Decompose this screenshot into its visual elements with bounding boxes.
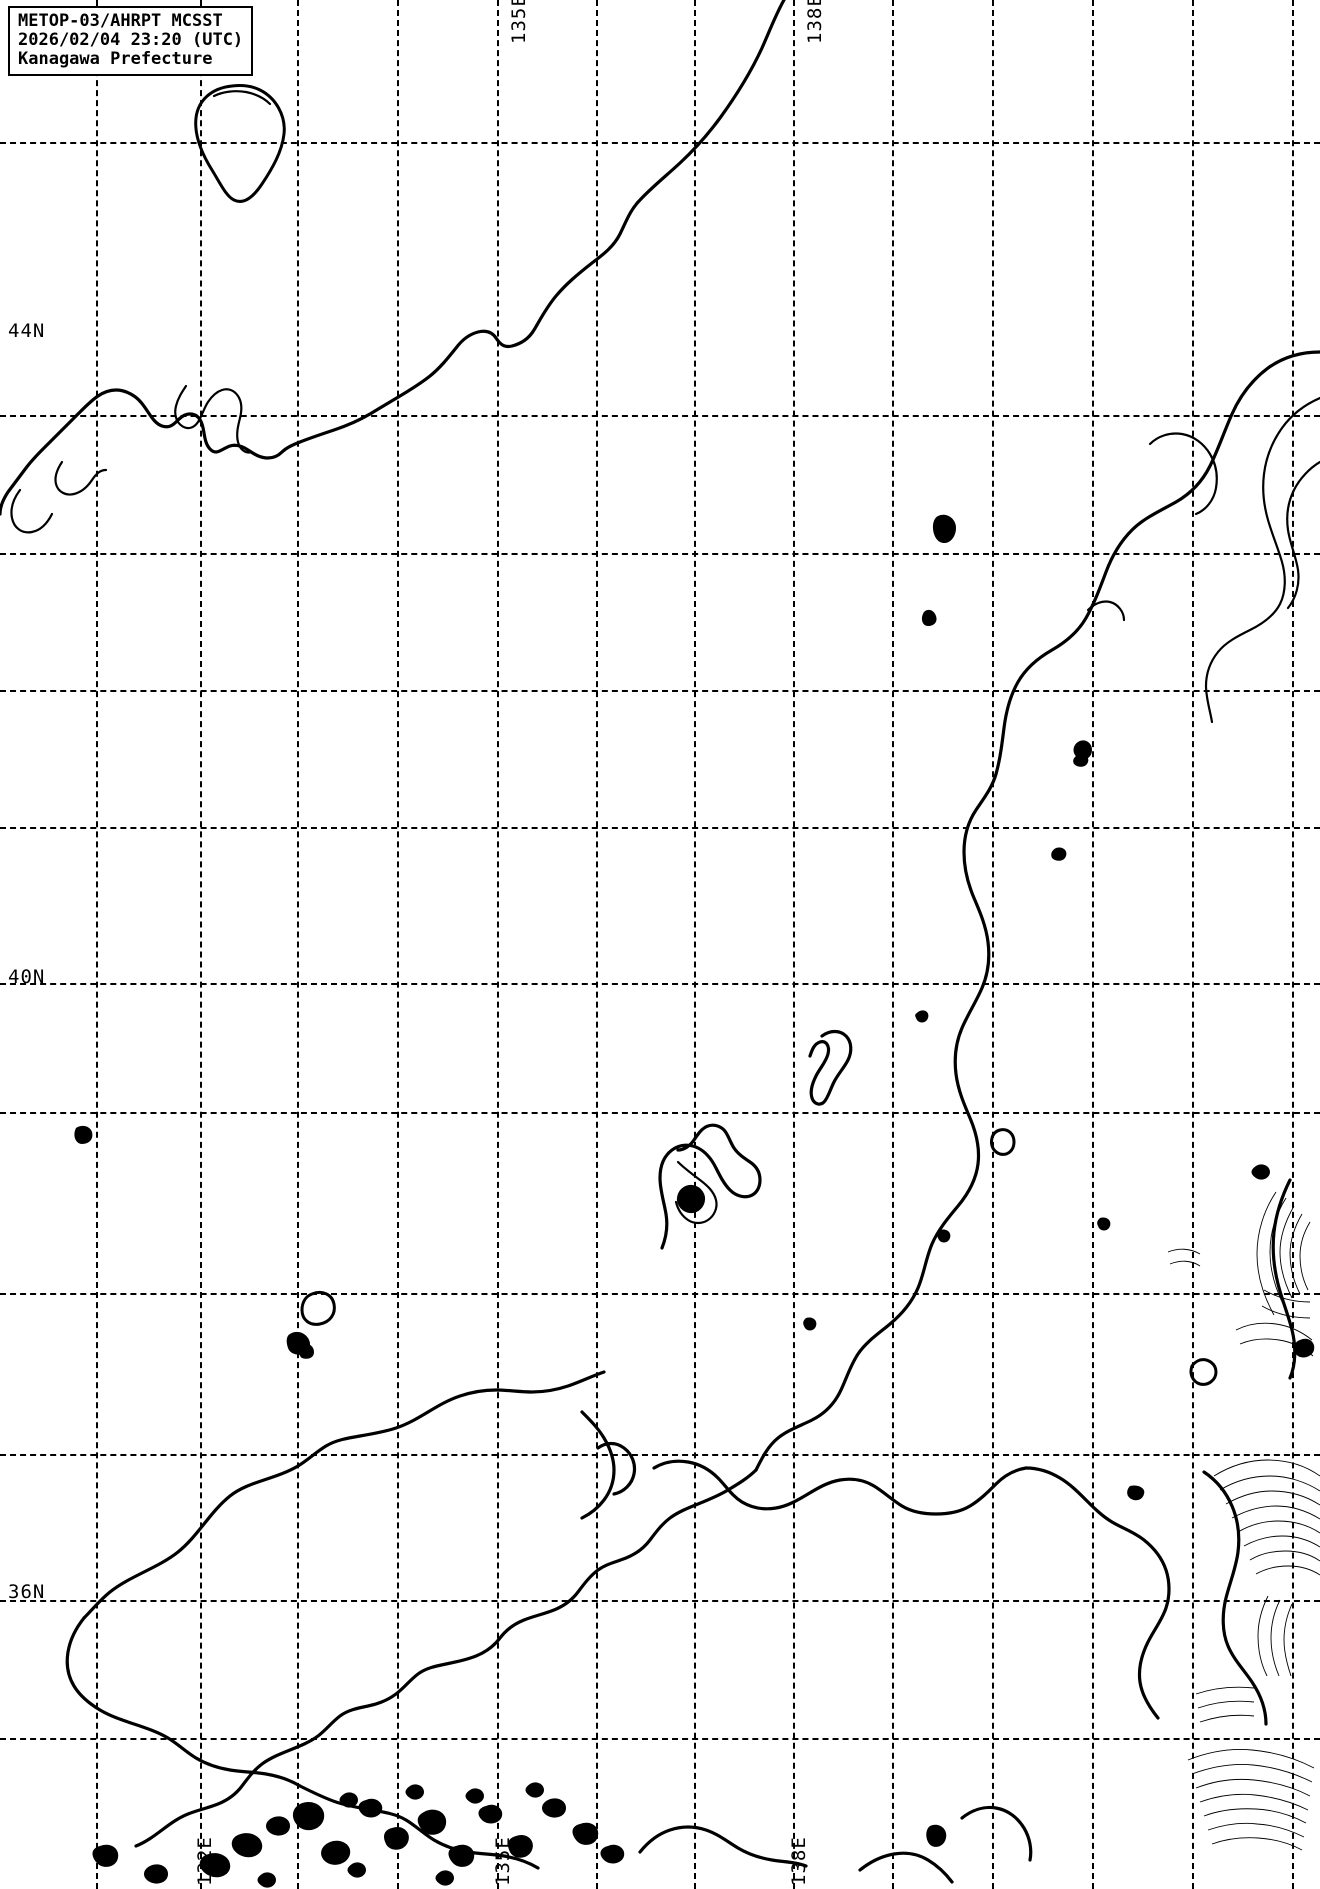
islet-mutsu-2 bbox=[1073, 740, 1092, 760]
lat-label-36n: 36N bbox=[8, 1581, 46, 1603]
islet-open-ring-2 bbox=[1189, 1358, 1218, 1386]
sst-contour-lines bbox=[1167, 1191, 1320, 1851]
coastline-seto-south bbox=[65, 1616, 302, 1788]
coastline-kanto-pacific-edge bbox=[1271, 1178, 1297, 1380]
title-region-line: Kanagawa Prefecture bbox=[18, 49, 213, 69]
coastline-honshu-east bbox=[754, 350, 1320, 1472]
islet-small-5 bbox=[1097, 1217, 1111, 1231]
island-rishiri-notch bbox=[212, 90, 272, 106]
coastline-chugoku-north bbox=[82, 1370, 606, 1620]
coastline-inlet-detail bbox=[54, 460, 108, 496]
islet-small-4 bbox=[915, 1010, 929, 1023]
coastline-sakhalin-west bbox=[0, 0, 786, 516]
coastline-tohoku-inner-1 bbox=[1204, 396, 1320, 724]
islet-mutsu-1 bbox=[932, 514, 956, 544]
islet-small-6 bbox=[937, 1229, 951, 1243]
coastline-mutsu-bay bbox=[1148, 432, 1218, 516]
coastline-honshu-west bbox=[134, 1468, 758, 1848]
islet-small-west bbox=[74, 1125, 93, 1144]
coastline-shikoku-north bbox=[298, 1784, 540, 1870]
coastline-tohoku-inner-2 bbox=[1286, 460, 1320, 610]
coastline-kii-inner bbox=[596, 1441, 637, 1496]
islet-izu-2 bbox=[1251, 1164, 1270, 1180]
coastline-fragment-ne bbox=[1086, 600, 1126, 622]
coastline-small-peninsula bbox=[10, 488, 54, 534]
islet-kyushu-off bbox=[926, 1824, 947, 1847]
title-box: METOP-03/AHRPT MCSST 2026/02/04 23:20 (U… bbox=[8, 6, 254, 76]
island-oki-islet-2 bbox=[299, 1343, 314, 1359]
island-rishiri bbox=[194, 84, 286, 203]
title-product-line: METOP-03/AHRPT MCSST bbox=[18, 11, 223, 31]
coastline-kyushu-1 bbox=[638, 1825, 808, 1868]
lat-label-44n: 44N bbox=[8, 320, 46, 342]
islet-small-2 bbox=[1051, 847, 1067, 861]
coastline-noto-inner bbox=[674, 1160, 718, 1225]
island-notojima bbox=[676, 1184, 706, 1214]
islet-open-ring-1 bbox=[990, 1128, 1016, 1156]
islet-small-8 bbox=[1127, 1485, 1145, 1501]
islet-small-7 bbox=[803, 1317, 817, 1331]
island-sado bbox=[808, 1029, 853, 1106]
coastline-noto-peninsula bbox=[658, 1123, 762, 1250]
lat-label-40n: 40N bbox=[8, 966, 46, 988]
coastline-pacific-kanto bbox=[1024, 1466, 1171, 1720]
coastline-bay-detail bbox=[174, 384, 254, 454]
seto-islets-cluster bbox=[92, 1782, 625, 1888]
coastline-kyushu-2 bbox=[858, 1851, 954, 1884]
coastline-kyushu-3 bbox=[960, 1805, 1033, 1862]
islet-small-1 bbox=[921, 609, 937, 626]
islet-izu-1 bbox=[1293, 1338, 1315, 1358]
coastline-tokai-pacific bbox=[1202, 1470, 1268, 1726]
title-timestamp-line: 2026/02/04 23:20 (UTC) bbox=[18, 30, 244, 50]
island-oki-dogo bbox=[300, 1290, 336, 1326]
coastline-kii-peninsula bbox=[580, 1410, 616, 1520]
coastline-setouchi-1 bbox=[652, 1459, 1028, 1516]
